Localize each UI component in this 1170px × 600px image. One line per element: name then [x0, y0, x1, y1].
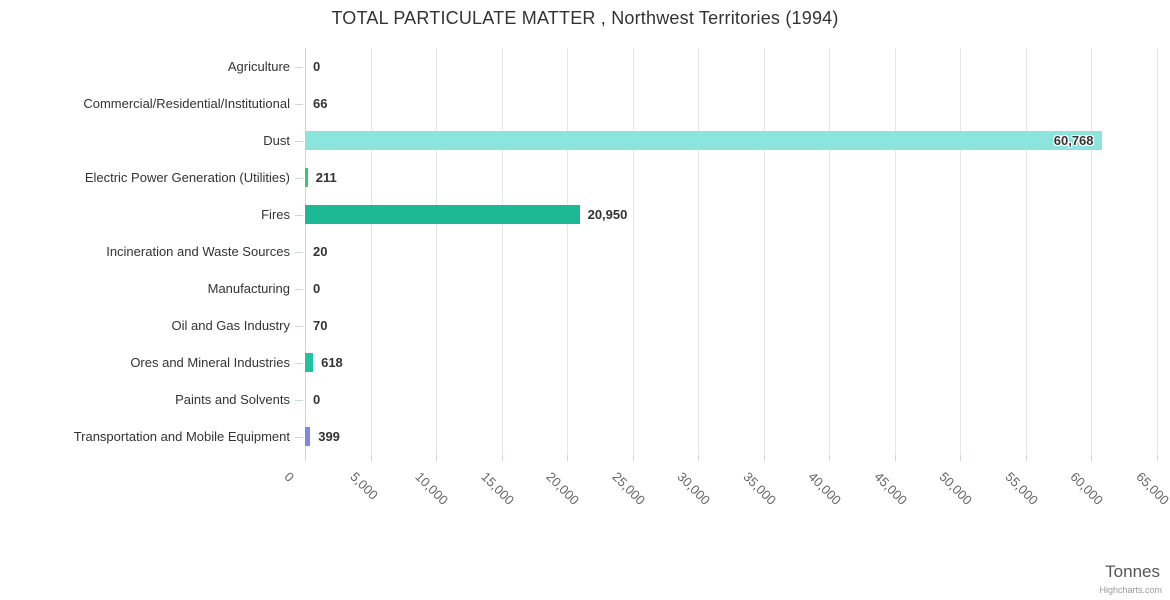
x-axis-tick-label: 15,000 [478, 469, 517, 508]
x-axis-tick [305, 455, 306, 461]
category-label: Transportation and Mobile Equipment [73, 428, 290, 444]
category-label: Manufacturing [207, 280, 290, 296]
x-axis-tick [501, 455, 503, 461]
x-axis-tick-label: 50,000 [936, 469, 976, 508]
x-gridline [632, 48, 634, 455]
category-label: Electric Power Generation (Utilities) [84, 169, 290, 185]
x-axis-tick-label: 35,000 [740, 469, 779, 508]
x-axis-title: Tonnes [1105, 562, 1160, 581]
x-axis-tick-label: 60,000 [1067, 469, 1107, 508]
x-gridline [829, 48, 831, 455]
x-axis-tick [960, 455, 962, 461]
y-axis-line [305, 48, 306, 456]
category-label: Oil and Gas Industry [171, 317, 291, 333]
x-gridline [567, 48, 569, 455]
y-axis-tick [295, 399, 303, 401]
category-label: Dust [263, 132, 290, 148]
chart-title: TOTAL PARTICULATE MATTER , Northwest Ter… [331, 8, 839, 28]
x-gridline [1091, 48, 1093, 455]
value-label: 70 [313, 317, 328, 333]
x-gridline [501, 48, 503, 455]
x-axis-tick-label: 10,000 [412, 469, 452, 508]
x-axis-tick [698, 455, 700, 461]
x-axis-tick [370, 455, 372, 461]
y-axis-tick [295, 288, 303, 290]
value-label: 20,950 [587, 206, 628, 222]
value-label: 211 [315, 169, 337, 185]
x-axis-tick [632, 455, 634, 461]
bar-fires[interactable] [305, 205, 580, 224]
highcharts-credit-link[interactable]: Highcharts.com [1099, 585, 1162, 595]
x-axis-tick [1157, 455, 1158, 461]
x-axis-tick [894, 455, 896, 461]
y-axis-tick [295, 140, 303, 142]
value-label: 66 [313, 95, 328, 111]
x-axis-tick [763, 455, 765, 461]
x-gridline [763, 48, 765, 455]
category-label: Agriculture [227, 58, 290, 74]
category-label: Ores and Mineral Industries [130, 354, 290, 370]
category-label: Paints and Solvents [175, 391, 290, 407]
category-label: Commercial/Residential/Institutional [83, 95, 290, 111]
x-axis-tick-label: 65,000 [1133, 469, 1170, 508]
x-axis-tick-label: 30,000 [674, 469, 714, 508]
y-axis-tick [295, 362, 303, 364]
x-axis-tick [567, 455, 569, 461]
x-axis-tick-label: 25,000 [609, 469, 648, 508]
value-label: 0 [313, 391, 321, 407]
x-gridline [894, 48, 896, 455]
x-axis-tick-label: 40,000 [805, 469, 845, 508]
y-axis-tick [295, 214, 303, 216]
y-axis-tick [295, 436, 303, 438]
category-label: Incineration and Waste Sources [106, 243, 290, 259]
category-label: Fires [261, 206, 290, 222]
x-gridline [370, 48, 372, 455]
value-label: 0 [313, 58, 321, 74]
bar-dust[interactable] [305, 131, 1102, 150]
y-axis-tick [295, 66, 303, 68]
value-label: 399 [318, 428, 340, 444]
y-axis-tick [295, 251, 303, 253]
x-axis-tick [1091, 455, 1093, 461]
value-label: 20 [313, 243, 328, 259]
x-gridline [436, 48, 438, 455]
x-axis-tick-label: 45,000 [871, 469, 910, 508]
x-axis-tick-label: 0 [281, 469, 298, 485]
x-axis-tick [436, 455, 438, 461]
y-axis-tick [295, 177, 303, 179]
x-axis-tick-label: 20,000 [543, 469, 583, 508]
x-axis-tick-label: 55,000 [1002, 469, 1042, 508]
bar-ores-and-mineral-industries[interactable] [305, 353, 314, 372]
bar-transportation-and-mobile-equipment[interactable] [305, 427, 311, 446]
value-label: 618 [321, 354, 343, 370]
y-axis-tick [295, 325, 303, 327]
x-gridline [698, 48, 700, 455]
bar-electric-power-generation-utilities-[interactable] [305, 168, 308, 187]
x-axis-tick [829, 455, 831, 461]
x-gridline [1157, 48, 1158, 455]
value-label: 0 [313, 280, 321, 296]
y-axis-tick [295, 103, 303, 105]
value-label: 60,768 [1053, 132, 1094, 148]
x-gridline [960, 48, 962, 455]
x-axis-tick [1025, 455, 1027, 461]
x-gridline [1025, 48, 1027, 455]
x-axis-tick-label: 5,000 [346, 469, 381, 503]
